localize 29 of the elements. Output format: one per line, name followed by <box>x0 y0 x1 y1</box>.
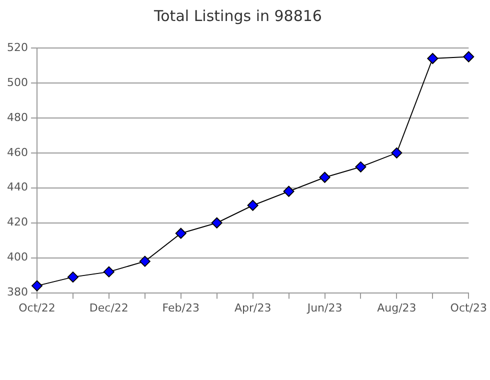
x-tick-label: Apr/23 <box>234 301 272 314</box>
y-tick-label: 420 <box>6 216 28 229</box>
y-tick-label: 400 <box>6 250 28 264</box>
point <box>139 256 150 267</box>
point <box>211 217 222 228</box>
x-tick-label: Oct/23 <box>450 301 488 314</box>
point <box>175 228 186 239</box>
y-tick-label: 460 <box>6 146 28 159</box>
y-tick-label: 500 <box>6 76 28 89</box>
x-tick-label: Feb/23 <box>162 301 200 314</box>
x-tick-label: Aug/23 <box>377 301 416 314</box>
x-tick-label: Jun/23 <box>306 301 342 314</box>
y-tick-label: 440 <box>6 180 28 194</box>
point <box>319 172 330 183</box>
y-tick-label: 520 <box>6 40 28 54</box>
x-tick-label: Dec/22 <box>89 301 128 314</box>
point <box>103 266 114 278</box>
point <box>355 161 366 172</box>
y-tick-label: 380 <box>6 286 28 299</box>
point <box>391 147 402 158</box>
point <box>247 200 258 211</box>
point <box>427 52 438 64</box>
y-tick-label: 480 <box>6 110 28 124</box>
point <box>463 51 474 62</box>
chart-title: Total Listings in 98816 <box>153 6 322 25</box>
point <box>31 280 42 292</box>
x-tick-label: Oct/22 <box>18 301 56 314</box>
point <box>67 272 78 283</box>
point <box>283 186 294 197</box>
